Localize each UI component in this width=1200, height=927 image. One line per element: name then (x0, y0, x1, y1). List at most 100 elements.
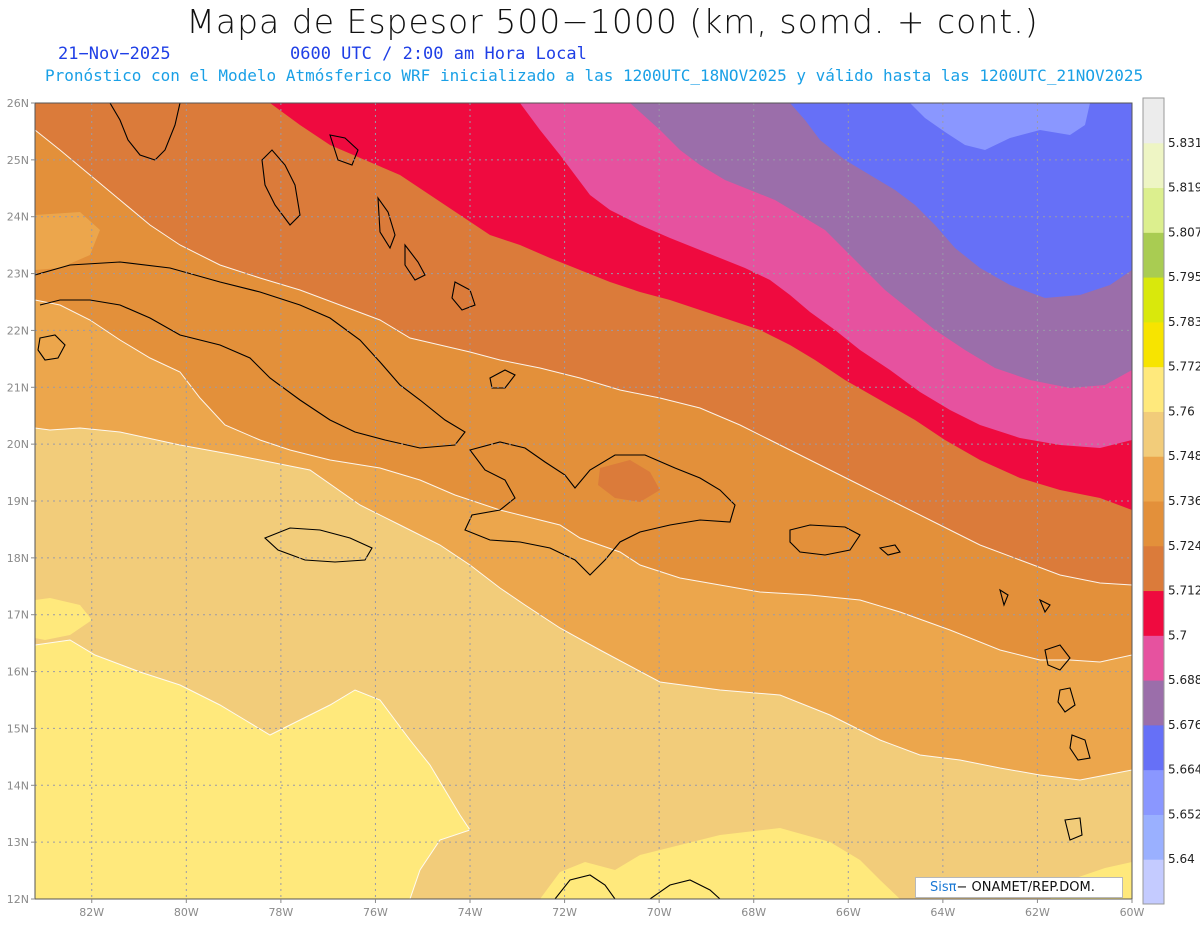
coast-bahamas-2 (329, 134, 359, 166)
colorbar-label: 5.652 (1168, 807, 1200, 821)
band-5664 (790, 103, 1132, 298)
colorbar-label: 5.7 (1168, 628, 1187, 642)
lon-label: 60W (1120, 906, 1145, 919)
colorbar-label: 5.748 (1168, 449, 1200, 463)
lon-label: 78W (268, 906, 293, 919)
coast-bahamas-4 (404, 243, 426, 281)
lat-label: 23N (7, 268, 29, 281)
colorbar-cell (1143, 277, 1164, 323)
colorbar-label: 5.783 (1168, 315, 1200, 329)
coast-puerto-rico (789, 524, 861, 556)
lat-label: 26N (7, 97, 29, 110)
colorbar-label: 5.724 (1168, 539, 1200, 553)
coast-s-america-1 (554, 874, 616, 899)
coast-cuba (35, 261, 466, 449)
lat-label: 20N (7, 438, 29, 451)
coast-turks (489, 369, 516, 389)
colorbar-cell (1143, 859, 1164, 905)
band-5760-south2 (540, 828, 900, 899)
colorbar-cell (1143, 680, 1164, 726)
coast-bahamas-1 (261, 149, 301, 226)
lat-label: 22N (7, 324, 29, 337)
colorbar-cell (1143, 456, 1164, 502)
colorbar-label: 5.688 (1168, 673, 1200, 687)
colorbar-cell (1143, 232, 1164, 278)
coast-jamaica (263, 527, 373, 563)
colorbar-cell (1143, 501, 1164, 547)
colorbar-label: 5.736 (1168, 494, 1200, 508)
credit-brand: Sisπ (930, 880, 957, 895)
colorbar-cell (1143, 187, 1164, 233)
lat-label: 15N (7, 722, 29, 735)
lon-label: 66W (836, 906, 861, 919)
colorbar-cell (1143, 98, 1164, 144)
colorbar-label: 5.807 (1168, 225, 1200, 239)
colorbar-label: 5.76 (1168, 404, 1195, 418)
model-info: Pronóstico con el Modelo Atmósferico WRF… (45, 66, 1144, 85)
lat-label: 25N (7, 154, 29, 167)
coast-bahamas-3 (377, 196, 396, 250)
colorbar-cell (1143, 366, 1164, 412)
colorbar-cell (1143, 590, 1164, 636)
lat-label: 17N (7, 609, 29, 622)
coast-trinidad (1064, 817, 1083, 841)
coast-bahamas-5 (451, 281, 476, 311)
coast-florida (109, 103, 181, 161)
lon-label: 70W (647, 906, 672, 919)
colorbar-label: 5.676 (1168, 718, 1200, 732)
longitude-axis: 82W 80W 78W 76W 74W 72W 70W 68W 66W 64W 62W 60W (79, 899, 1145, 919)
colorbar-cell (1143, 142, 1164, 189)
lon-label: 62W (1025, 906, 1050, 919)
coastlines (35, 103, 1091, 899)
colorbar-label: 5.712 (1168, 584, 1200, 598)
colorbar-cell (1143, 321, 1164, 368)
colorbar-cell (1143, 724, 1164, 771)
coast-hispaniola (464, 441, 736, 576)
band-5712-hispaniola (598, 460, 660, 502)
lat-label: 18N (7, 552, 29, 565)
lat-label: 12N (7, 893, 29, 906)
colorbar-label: 5.64 (1168, 852, 1195, 866)
lon-label: 68W (741, 906, 766, 919)
lat-label: 19N (7, 495, 29, 508)
colorbar-cell (1143, 814, 1164, 860)
coast-lesser-antilles-1 (1044, 644, 1071, 671)
coast-isla-juventud (37, 334, 66, 361)
lon-label: 80W (174, 906, 199, 919)
coast-small-1 (999, 588, 1009, 607)
forecast-date: 21−Nov−2025 (58, 44, 171, 64)
coast-virgin-isl (878, 544, 901, 556)
latlon-grid (35, 103, 1132, 899)
lon-label: 72W (552, 906, 577, 919)
colorbar: 5.64 5.652 5.664 5.676 5.688 5.7 5.712 5.724 5.7… (1143, 98, 1200, 905)
forecast-time: 0600 UTC / 2:00 am Hora Local (290, 44, 587, 64)
lat-label: 16N (7, 666, 29, 679)
thickness-fill (35, 103, 1132, 899)
coast-lesser-antilles-2 (1069, 734, 1091, 761)
colorbar-cell (1143, 769, 1164, 815)
lon-label: 82W (79, 906, 104, 919)
coast-small-2 (1038, 598, 1051, 614)
colorbar-cell (1143, 545, 1164, 592)
lon-label: 64W (930, 906, 955, 919)
colorbar-cell (1143, 411, 1164, 457)
credit-box: Sisπ− ONAMET/REP.DOM. (915, 877, 1123, 898)
lat-label: 21N (7, 381, 29, 394)
colorbar-frame (1142, 97, 1165, 905)
lat-label: 14N (7, 779, 29, 792)
lon-label: 76W (363, 906, 388, 919)
band-5760-pool (35, 598, 92, 640)
colorbar-cell (1143, 635, 1164, 681)
coast-lesser-antilles-3 (1057, 687, 1076, 713)
lon-label: 74W (458, 906, 483, 919)
coast-s-america-2 (649, 879, 721, 899)
colorbar-label: 5.664 (1168, 763, 1200, 777)
colorbar-label: 5.819 (1168, 181, 1200, 195)
band-5760-south (35, 640, 470, 899)
latitude-axis: 12N 13N 14N 15N 16N 17N 18N 19N 20N 21N 22N 23N 24N 2… (7, 97, 35, 906)
colorbar-label: 5.772 (1168, 360, 1200, 374)
credit-org: − ONAMET/REP.DOM. (956, 880, 1095, 895)
band-5724-west (35, 212, 100, 270)
colorbar-label: 5.795 (1168, 270, 1200, 284)
